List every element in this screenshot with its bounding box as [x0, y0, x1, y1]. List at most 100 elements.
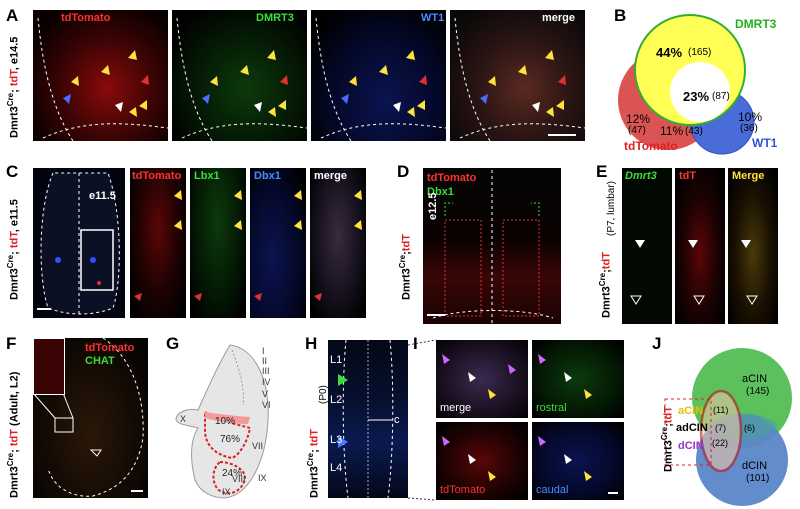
panel-e-side-label: Dmrt3Cre;tdT: [598, 252, 613, 318]
panel-c-dbx1-image: Dbx1: [250, 168, 306, 318]
panel-f-channel-chat: CHAT: [85, 355, 115, 367]
panel-c-channel-dbx1: Dbx1: [254, 170, 281, 182]
panel-h-segment-l1: L1: [330, 354, 343, 366]
panel-g-pct-24: 24%: [222, 468, 243, 479]
panel-b-label-dmrt3: DMRT3: [735, 17, 777, 31]
panel-a-merge-image: merge: [450, 10, 585, 141]
panel-h-side-label: Dmrt3Cre; tdT: [306, 429, 321, 498]
panel-i-rostral-image: rostral: [532, 340, 624, 418]
panel-c-scale-bar: [37, 308, 51, 310]
panel-e-merge-image: Merge: [728, 168, 778, 324]
panel-g-lamina-iv: IV: [262, 377, 271, 387]
panel-label-b: B: [614, 6, 627, 25]
panel-b-td-only-pct: 12%: [626, 112, 651, 126]
panel-g-lamina-vi: VI: [262, 400, 271, 410]
panel-label-d: D: [397, 162, 410, 181]
panel-c-lbx1-image: Lbx1: [190, 168, 246, 318]
panel-e-channel-merge: Merge: [732, 170, 765, 182]
panel-a-wt1-image: WT1: [311, 10, 446, 141]
panel-b-wt1-pct: 10%: [738, 110, 763, 124]
panel-e-age-label: (P7, lumbar): [606, 180, 617, 236]
panel-a-channel-merge: merge: [542, 12, 576, 24]
panel-d-channel-tdtomato: tdTomato: [427, 172, 477, 184]
panel-f-image: tdTomato CHAT: [33, 338, 148, 498]
panel-g-lamina-viii: VIII: [232, 474, 246, 484]
panel-j-side-label: Dmrt3Cre;tdT: [660, 406, 675, 472]
panel-b-dmrt3-only-pct: 44%: [656, 45, 683, 60]
panel-label-j: J: [652, 334, 662, 353]
panel-b-dmrt3-only-n: (165): [688, 47, 712, 58]
panel-e-channel-tdt: tdT: [679, 170, 697, 182]
panel-j-acin-n: (145): [746, 386, 770, 397]
panel-label-f: F: [6, 334, 17, 353]
panel-h-segment-l4: L4: [330, 462, 343, 474]
panel-c-tdtomato-image: tdTomato: [130, 168, 186, 318]
panel-j-acin-label: aCIN: [742, 373, 768, 385]
panel-g-lamina-v: V: [262, 389, 269, 399]
panel-h-segment-l2: L2: [330, 394, 343, 406]
panel-f-side-label: Dmrt3Cre; tdT (Adult, L2): [6, 371, 21, 498]
panel-i-tdtomato-image: tdTomato: [436, 422, 528, 500]
panel-g-lamina-i: I: [262, 346, 265, 356]
panel-h-cut-label: c: [394, 414, 400, 426]
panel-j-legend-adcin: adCIN: [676, 422, 708, 434]
panel-i-channel-caudal: caudal: [536, 484, 569, 496]
panel-g-lamina-vii: VII: [252, 441, 264, 451]
panel-label-g: G: [166, 334, 180, 353]
panel-d-side-label: Dmrt3Cre;tdT: [398, 234, 413, 300]
panel-d-image: tdTomato Dbx1 e12.5: [423, 168, 561, 324]
panel-a-side-label: Dmrt3Cre; tdT, e14.5: [6, 36, 21, 138]
panel-b-label-tdtomato: tdTomato: [624, 139, 678, 153]
panel-j-dcin-n: (101): [746, 473, 770, 484]
panel-i-scale-bar: [608, 492, 618, 494]
panel-g-lamina-ii: II: [262, 356, 268, 366]
panel-c-channel-lbx1: Lbx1: [194, 170, 220, 182]
panel-b-triple-pct: 23%: [683, 89, 710, 104]
panel-e-dmrt3-image: Dmrt3: [622, 168, 672, 324]
panel-g-lamina-ix-right: IX: [258, 473, 267, 483]
panel-b-td-wt1-n: (43): [685, 126, 703, 137]
panel-label-a: A: [6, 6, 19, 25]
panel-g-lamina-x: X: [180, 414, 187, 424]
panel-i-channel-rostral: rostral: [536, 402, 567, 414]
panel-j-count-22: (22): [712, 438, 729, 448]
panel-j-dcin-label: dCIN: [742, 460, 768, 472]
panel-c-channel-tdtomato: tdTomato: [132, 170, 182, 182]
panel-d-scale-bar: [427, 314, 445, 316]
panel-g-pct-76: 76%: [220, 434, 241, 445]
panel-label-h: H: [305, 334, 318, 353]
panel-a-scale-bar: [548, 134, 576, 136]
panel-e-channel-dmrt3: Dmrt3: [625, 170, 657, 182]
panel-a-channel-wt1: WT1: [421, 12, 445, 24]
panel-h-image: L1 L2 L3 L4 c: [328, 340, 408, 498]
panel-b-td-only-n: (47): [628, 125, 646, 136]
panel-label-i: I: [413, 334, 418, 353]
panel-a-tdtomato-image: tdTomato: [33, 10, 168, 141]
panel-j-count-7: (7): [715, 423, 726, 433]
panel-j-legend-dcin: dCIN: [678, 440, 704, 452]
panel-e-tdt-image: tdT: [675, 168, 725, 324]
panel-g-lamina-ix-left: IX: [222, 487, 231, 497]
panel-label-e: E: [596, 162, 608, 181]
panel-d-channel-dbx1: Dbx1: [427, 186, 454, 198]
panel-c-channel-age: e11.5: [89, 190, 116, 202]
panel-b-wt1-n: (36): [740, 123, 758, 134]
panel-g-lamina-iii: III: [262, 366, 270, 376]
panel-g-pct-10: 10%: [215, 416, 236, 427]
panel-c-side-label: Dmrt3Cre; tdT, e11.5: [6, 199, 21, 300]
panel-a-channel-dmrt3: DMRT3: [256, 12, 294, 24]
panel-d-age: e12.5: [427, 192, 439, 220]
panel-c-merge-image: merge: [310, 168, 366, 318]
panel-h-segment-l3: L3: [330, 434, 343, 446]
panel-a-channel-tdtomato: tdTomato: [61, 12, 111, 24]
panel-a-dmrt3-image: DMRT3: [172, 10, 307, 141]
panel-i-caudal-image: caudal: [532, 422, 624, 500]
panel-f-inset: [33, 338, 65, 395]
panel-i-channel-tdtomato: tdTomato: [440, 484, 486, 496]
panel-c-overview-image: e11.5: [33, 168, 125, 318]
panel-label-c: C: [6, 162, 19, 181]
panel-b-td-wt1-pct: 11%: [660, 124, 684, 138]
panel-f-scale-bar: [131, 490, 143, 492]
panel-j-count-11: (11): [713, 405, 729, 415]
panel-i-merge-image: merge: [436, 340, 528, 418]
